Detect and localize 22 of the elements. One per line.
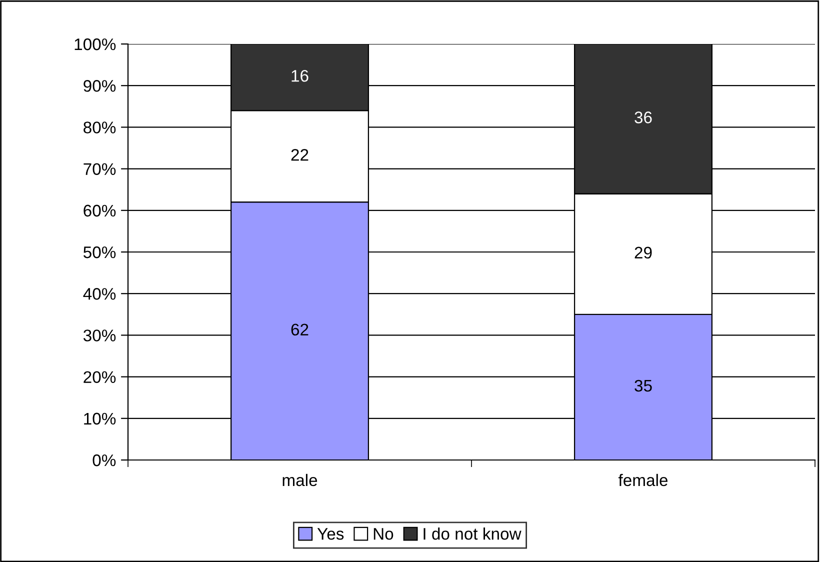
legend-label: I do not know xyxy=(424,528,522,540)
data-label: 62 xyxy=(291,324,308,336)
y-tick-label: 0% xyxy=(92,454,116,466)
y-tick-label: 40% xyxy=(83,288,116,300)
data-label: 16 xyxy=(292,70,308,82)
y-tick-label: 50% xyxy=(84,246,116,258)
data-label: 35 xyxy=(634,380,652,392)
y-tick-label: 30% xyxy=(83,330,116,342)
y-tick-label: 20% xyxy=(84,371,116,384)
y-tick-label: 10% xyxy=(84,412,116,425)
legend-label: Yes xyxy=(317,528,344,540)
data-label: 22 xyxy=(291,148,308,161)
y-tick-label: 70% xyxy=(84,163,116,176)
y-tick-label: 80% xyxy=(84,122,116,134)
y-tick-label: 90% xyxy=(84,80,116,92)
x-tick-label: male xyxy=(282,474,318,486)
x-tick-label: female xyxy=(618,474,668,486)
legend-label: No xyxy=(374,528,394,540)
y-tick-label: 60% xyxy=(84,204,116,217)
data-label: 29 xyxy=(634,246,652,259)
y-tick-label: 100% xyxy=(74,38,116,50)
data-label: 36 xyxy=(634,112,652,124)
